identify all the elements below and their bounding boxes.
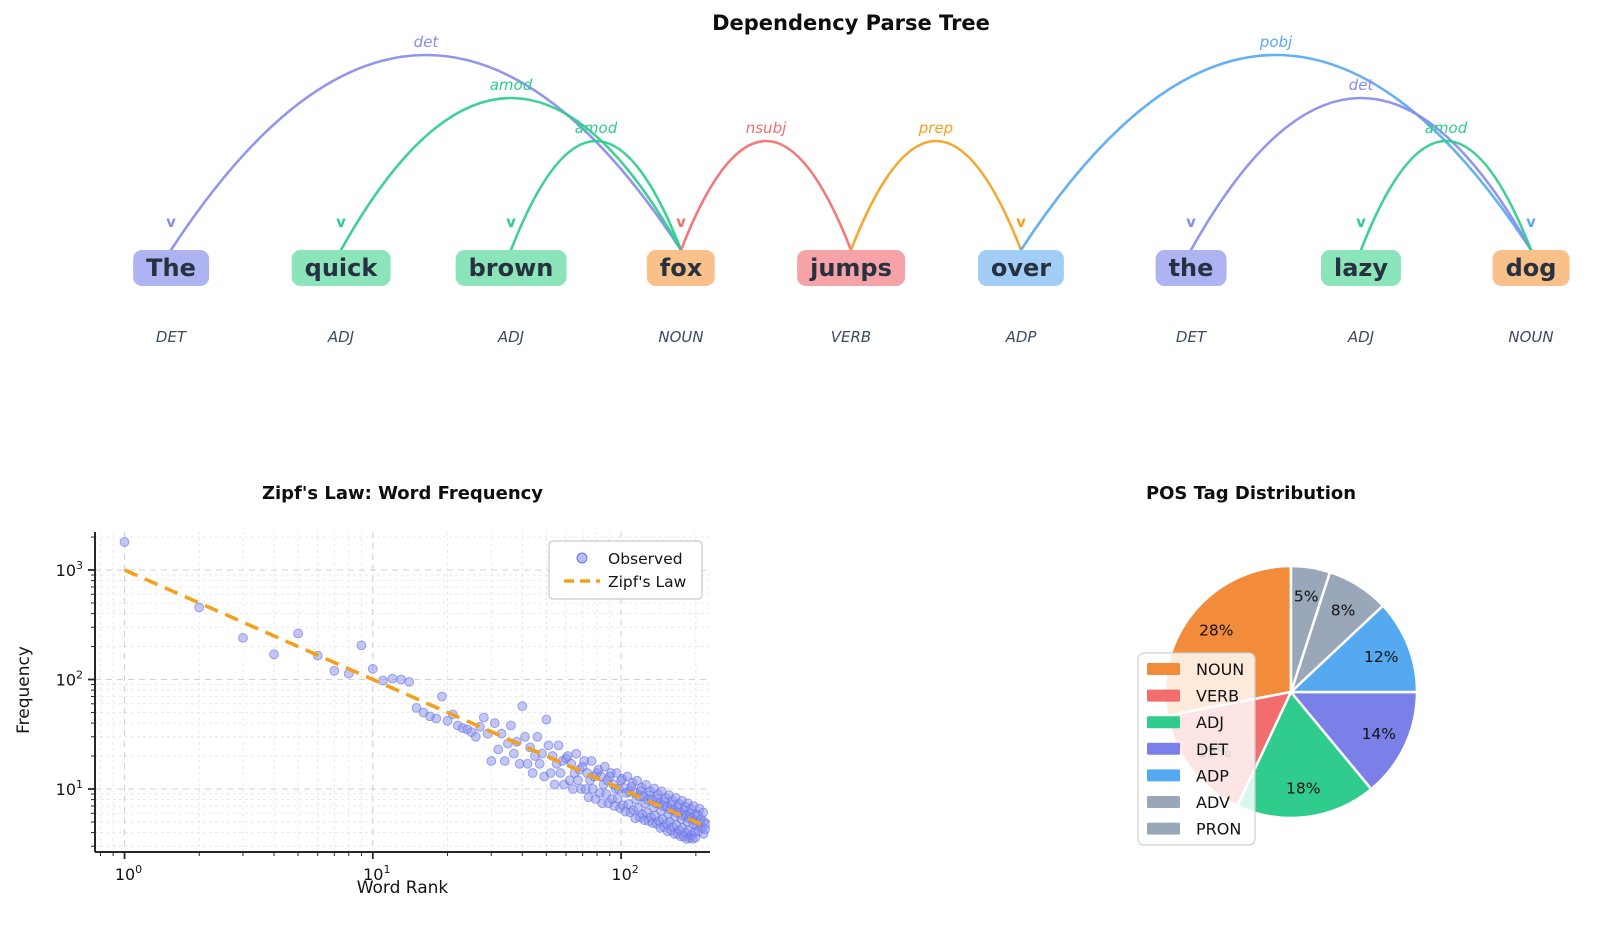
pie-pct-adj: 18% [1286,780,1320,798]
pos-tag-det-0: DET [155,328,187,346]
word-box-over: over [977,250,1065,286]
legend-swatch-adj [1147,716,1180,729]
arrowhead-icon: v [676,213,686,231]
pos-tag-adj-2: ADJ [497,328,525,346]
arrowhead-icon: v [506,213,516,231]
pie-slice-pron [1289,564,1332,694]
legend-label-verb: VERB [1196,687,1239,706]
pie-pct-adp: 12% [1364,648,1398,666]
scatter-title: Zipf's Law: Word Frequency [261,483,544,504]
arc-label-amod: amod [1425,119,1468,137]
dep-arc-prep-5: prep v [849,119,1026,252]
dep-arc-amod-1: amod v [336,76,683,252]
pos-tag-noun-3: NOUN [658,328,704,346]
pie-pct-det: 14% [1362,725,1396,743]
scatter-legend: Observed Zipf's Law [548,540,703,600]
pie-legend: NOUN VERB ADJ DET ADP ADV PRON [1137,652,1256,846]
legend-swatch-det [1147,742,1180,755]
arc-label-det: det [1349,76,1375,94]
arrowhead-icon: v [1526,213,1536,231]
pie-slice-det [1289,690,1419,791]
word-box-the: The [133,250,209,286]
y-tick-label: 102 [56,669,83,690]
x-tick-label: 102 [611,863,638,884]
tick-labels: 100 101 102 101 102 103 [56,559,639,884]
observed-points [119,537,710,844]
legend-label-pron: PRON [1196,820,1241,839]
pos-tag-adj-1: ADJ [327,328,355,346]
legend-label-adj: ADJ [1196,713,1224,732]
arrowhead-icon: v [1186,213,1196,231]
word-box-the: the [1155,250,1227,286]
arc-label-nsubj: nsubj [746,119,787,137]
x-tick-label: 101 [363,863,390,884]
word-box-lazy: lazy [1320,250,1402,286]
pos-tag-verb-4: VERB [830,328,872,346]
dep-arc-amod-2: amod v [506,119,683,252]
pie-pct-pron: 5% [1294,588,1319,606]
arrowhead-icon: v [1016,213,1026,231]
word-box-fox: fox [646,250,716,286]
dependency-arcs-canvas: det v amod v amod v nsubj v prep v pobj v det v amod v [166,33,1536,252]
word-box-brown: brown [455,250,567,286]
pie-pct-noun: 28% [1199,622,1233,640]
legend-marker-observed [576,552,588,564]
pos-tag-adj-7: ADJ [1347,328,1375,346]
arrowhead-icon: v [1356,213,1366,231]
legend-label-zipf: Zipf's Law [608,573,687,591]
dep-arc-det-0: det v [166,33,683,252]
pie-slice-adp [1289,604,1419,694]
legend-swatch-verb [1147,689,1180,702]
arrowhead-icon: v [336,213,346,231]
pie-chart-canvas: 28%15%18%14%12%8%5%NOUNVERBADJDETADPADVP… [1137,564,1419,846]
dep-arc-nsubj-3: nsubj v [676,119,853,252]
arc-label-amod: amod [575,119,618,137]
dep-arc-pobj-8: pobj v [1019,33,1536,252]
word-box-jumps: jumps [797,250,905,286]
x-tick-label: 100 [115,863,142,884]
legend-label-det: DET [1196,740,1228,759]
legend-label-adp: ADP [1196,766,1229,785]
axes-spines [88,532,710,859]
arc-label-det: det [414,33,440,51]
legend-swatch-pron [1147,822,1180,835]
arc-label-prep: prep [918,119,953,137]
legend-label-observed: Observed [608,550,683,568]
arrowhead-icon: v [166,213,176,231]
pos-tag-det-6: DET [1175,328,1207,346]
scatter-x-axis-label: Word Rank [356,878,449,898]
legend-label-adv: ADV [1196,793,1230,812]
dep-arc-det-6: det v [1186,76,1533,252]
tree-title: Dependency Parse Tree [712,11,990,35]
word-box-dog: dog [1492,250,1570,286]
dep-arc-amod-7: amod v [1356,119,1533,252]
scatter-y-axis-label: Frequency [14,646,34,734]
y-tick-label: 103 [56,559,83,580]
word-box-quick: quick [291,250,391,286]
legend-label-noun: NOUN [1196,660,1244,679]
arc-label-amod: amod [490,76,533,94]
arc-label-pobj: pobj [1259,33,1293,51]
legend-swatch-adp [1147,769,1180,782]
legend-swatch-noun [1147,663,1180,675]
legend-swatch-adv [1147,796,1180,808]
zipf-law-line [123,568,707,829]
pos-tag-adp-5: ADP [1005,328,1037,346]
scatter-plot-canvas: 100 101 102 101 102 103 Observed Zipf's Law [56,532,710,884]
pie-title: POS Tag Distribution [1145,483,1357,504]
pie-pct-adv: 8% [1331,602,1356,620]
y-tick-label: 101 [56,778,83,799]
pos-tag-noun-8: NOUN [1508,328,1554,346]
